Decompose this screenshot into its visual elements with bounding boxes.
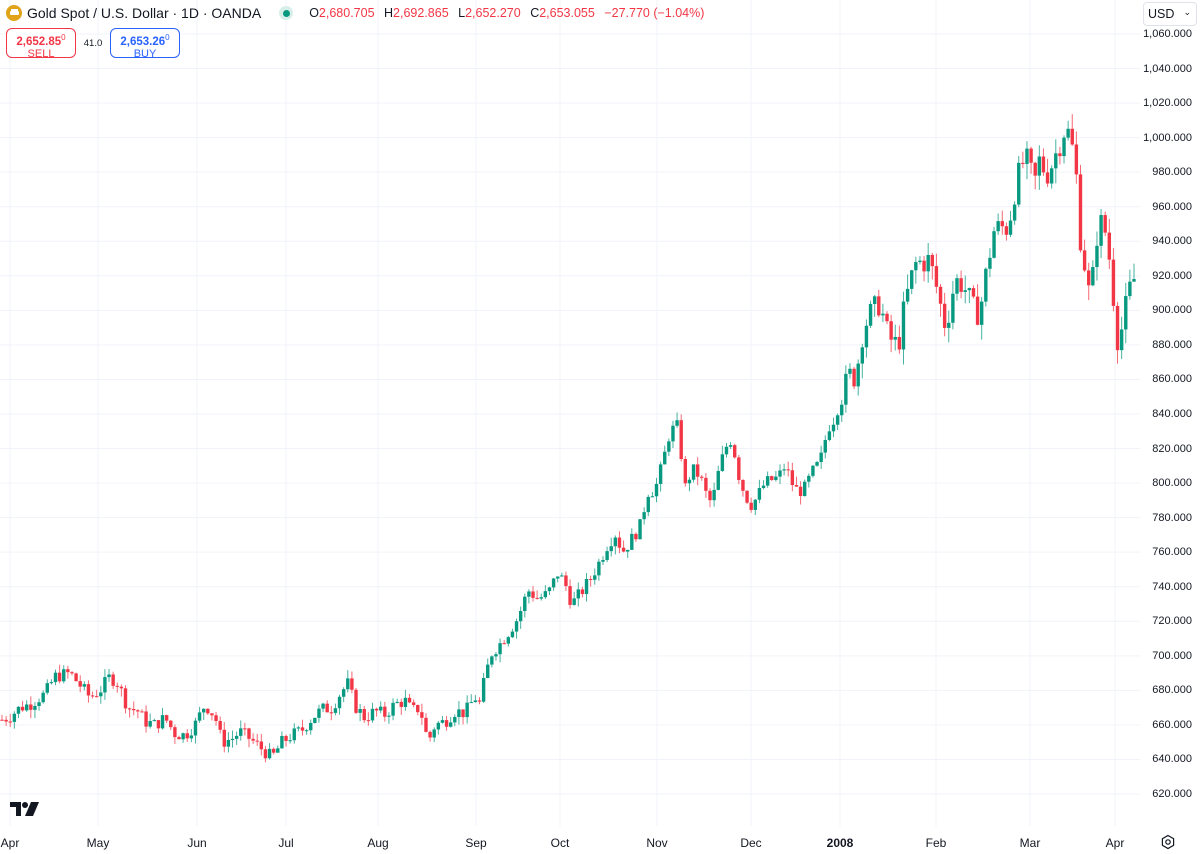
time-tick-label: Dec: [740, 836, 762, 850]
price-tick-label: 900.000: [1152, 304, 1192, 317]
price-tick-label: 960.000: [1152, 200, 1192, 213]
high-value: 2,692.865: [393, 6, 449, 20]
time-tick-label: Mar: [1019, 836, 1041, 850]
candlestick-plot[interactable]: [0, 0, 1140, 826]
price-tick-label: 640.000: [1152, 753, 1192, 766]
time-tick-label: Jul: [278, 836, 294, 850]
sell-button[interactable]: 2,652.850 SELL: [6, 28, 76, 60]
price-tick-label: 800.000: [1152, 477, 1192, 490]
price-tick-label: 620.000: [1152, 788, 1192, 800]
price-tick-label: 860.000: [1152, 373, 1192, 386]
sell-label: SELL: [27, 47, 55, 60]
market-open-icon[interactable]: [279, 6, 294, 20]
time-tick-label: Jun: [187, 836, 207, 850]
trade-panel: 2,652.850 SELL 41.0 2,653.260 BUY: [6, 28, 180, 60]
open-value: 2,680.705: [318, 6, 375, 20]
change-value: −27.770 (−1.04%): [604, 6, 705, 20]
price-tick-label: 700.000: [1152, 649, 1192, 662]
price-tick-label: 1,020.000: [1143, 97, 1192, 110]
time-tick-label: Feb: [925, 836, 947, 850]
buy-price: 2,653.26: [120, 35, 166, 48]
price-tick-label: 880.000: [1152, 338, 1192, 351]
spread-value: 41.0: [83, 37, 103, 49]
chevron-down-icon: ⌄: [1183, 7, 1191, 17]
currency-select[interactable]: USD ⌄: [1143, 2, 1197, 26]
ohlc-values: O2,680.705 H2,692.865 L2,652.270 C2,653.…: [309, 6, 705, 20]
price-axis[interactable]: USD ⌄ 1,060.000 1,040.000 1,020.000 1,000.00…: [1140, 0, 1200, 826]
symbol-title[interactable]: Gold Spot / U.S. Dollar · 1D · OANDA: [27, 5, 262, 21]
price-tick-label: 820.000: [1152, 442, 1192, 455]
price-tick-label: 1,000.000: [1143, 131, 1192, 144]
buy-label: BUY: [133, 47, 157, 60]
price-tick-label: 780.000: [1152, 511, 1192, 524]
tradingview-logo-icon[interactable]: [10, 801, 40, 817]
price-tick-label: 1,040.000: [1143, 62, 1192, 75]
buy-button[interactable]: 2,653.260 BUY: [110, 28, 180, 60]
price-tick-label: 760.000: [1152, 546, 1192, 559]
price-tick-label: 840.000: [1152, 407, 1192, 420]
time-tick-label: May: [86, 836, 110, 850]
chart-area[interactable]: [0, 0, 1140, 826]
price-tick-label: 940.000: [1152, 235, 1192, 248]
settings-gear-icon[interactable]: [1160, 834, 1176, 850]
close-value: 2,653.055: [539, 6, 595, 20]
time-tick-label: Apr: [0, 836, 20, 850]
low-value: 2,652.270: [465, 6, 521, 20]
price-tick-label: 980.000: [1152, 166, 1192, 179]
price-tick-label: 680.000: [1152, 684, 1192, 697]
time-tick-label: Nov: [646, 836, 668, 850]
gold-bars-icon: [6, 5, 22, 21]
time-tick-label: Apr: [1105, 836, 1125, 850]
chart-legend: Gold Spot / U.S. Dollar · 1D · OANDA O2,…: [6, 4, 710, 22]
price-tick-label: 720.000: [1152, 615, 1192, 628]
time-tick-label: Sep: [465, 836, 487, 850]
price-tick-label: 1,060.000: [1143, 27, 1192, 40]
time-tick-label: Oct: [550, 836, 570, 850]
price-tick-label: 660.000: [1152, 718, 1192, 731]
time-axis[interactable]: Apr May Jun Jul Aug Sep Oct Nov Dec 2008 Feb Mar Apr: [0, 826, 1140, 854]
time-tick-label: Aug: [367, 836, 389, 850]
time-tick-label: 2008: [826, 836, 854, 850]
price-tick-label: 920.000: [1152, 269, 1192, 282]
price-tick-label: 740.000: [1152, 580, 1192, 593]
sell-price: 2,652.85: [16, 35, 62, 48]
